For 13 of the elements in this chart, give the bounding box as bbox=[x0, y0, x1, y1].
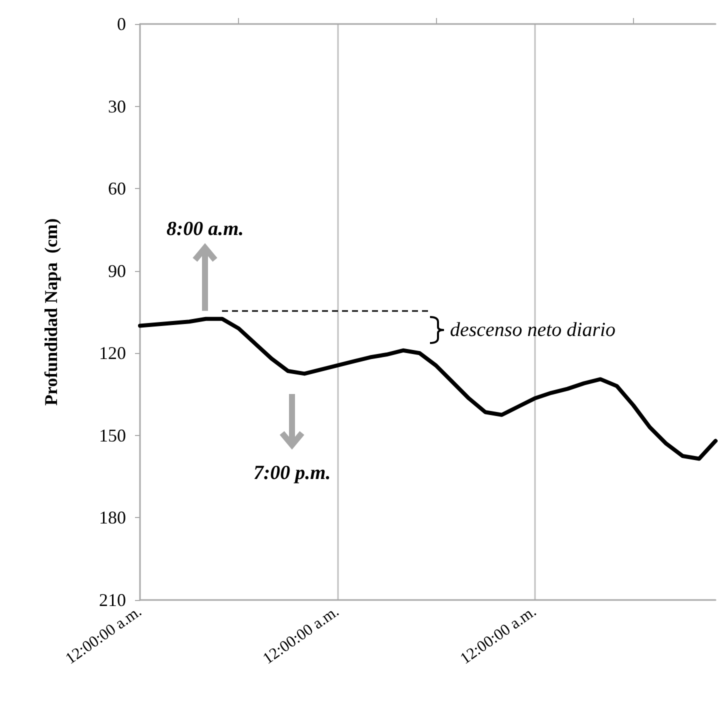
annotation: 7:00 p.m. bbox=[254, 462, 331, 484]
y-tick-label: 210 bbox=[99, 590, 126, 610]
annotation: 8:00 a.m. bbox=[166, 218, 244, 242]
y-tick-label: 30 bbox=[108, 96, 126, 116]
y-tick-label: 180 bbox=[99, 508, 126, 528]
y-tick-label: 90 bbox=[108, 260, 126, 281]
annotation: descenso neto diario bbox=[450, 318, 616, 342]
line-series bbox=[138, 316, 718, 461]
y-tick-label: 0 bbox=[117, 14, 126, 34]
y-axis-title: Profundidad Napa (cm) bbox=[41, 218, 61, 406]
y-tick-label: 60 bbox=[108, 178, 126, 199]
y-tick-label: 120 bbox=[99, 343, 126, 364]
y-tick-label: 150 bbox=[99, 425, 126, 446]
